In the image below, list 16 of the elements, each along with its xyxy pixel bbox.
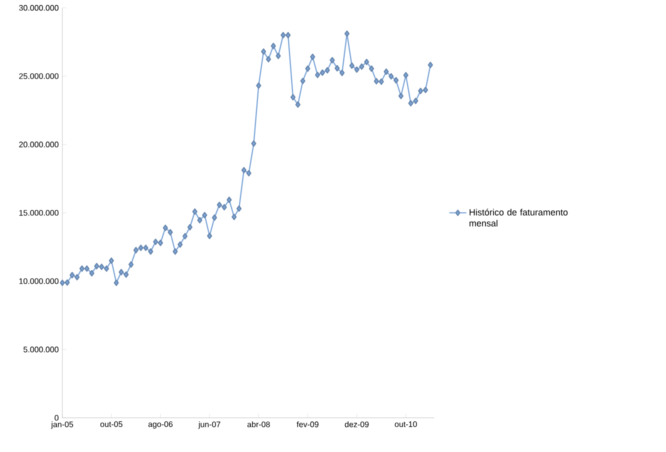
x-tick-label: out-10	[394, 421, 417, 428]
y-tick-label: 20.000.000	[19, 142, 58, 148]
x-tick-label: fev-09	[296, 421, 318, 428]
y-tick-label: 30.000.000	[19, 5, 58, 11]
x-tick-label: ago-06	[148, 421, 173, 429]
x-tick-label: dez-09	[344, 421, 369, 428]
y-tick-label: 0	[54, 414, 58, 421]
y-tick-label: 15.000.000	[19, 210, 58, 216]
legend-label: Histórico de faturamento mensal	[470, 208, 568, 226]
x-tick-label: out-05	[100, 421, 122, 428]
x-tick-label: jun-07	[198, 421, 220, 429]
y-tick-label: 5.000.000	[24, 346, 58, 352]
y-tick-label: 25.000.000	[19, 73, 58, 79]
y-tick-label: 10.000.000	[19, 278, 58, 284]
x-tick-label: jan-05	[51, 421, 74, 429]
x-tick-label: abr-08	[247, 421, 270, 428]
